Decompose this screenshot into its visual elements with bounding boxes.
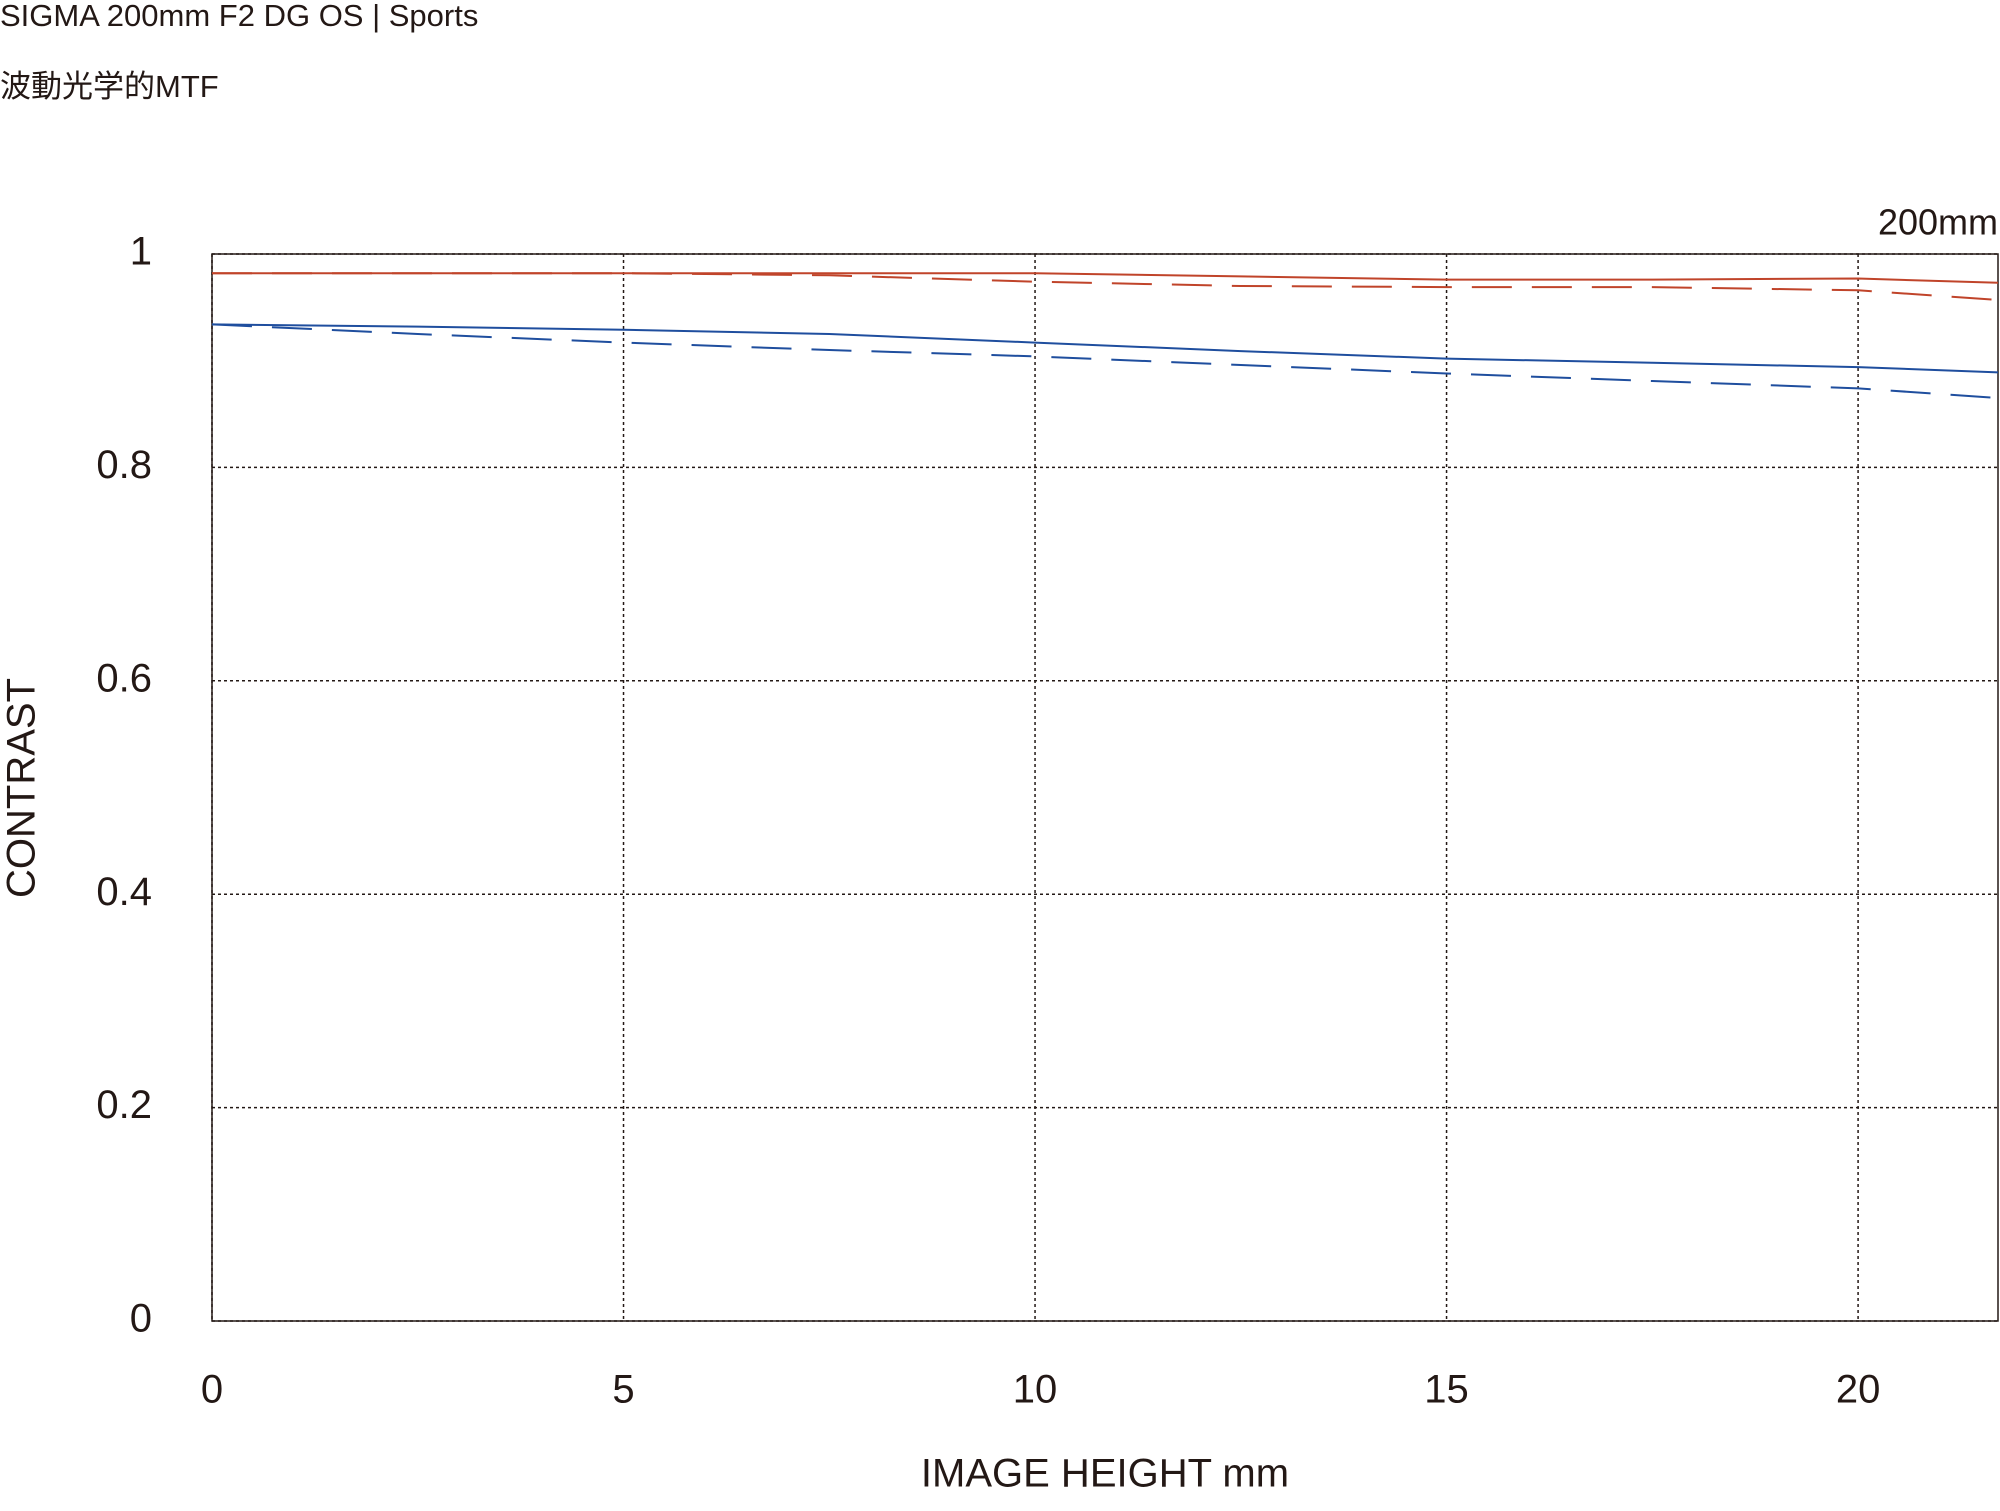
y-tick-label: 0.4 bbox=[96, 870, 152, 914]
x-tick-label: 10 bbox=[1013, 1368, 1058, 1412]
mtf-line bbox=[212, 272, 1999, 284]
x-tick-label: 5 bbox=[612, 1368, 634, 1412]
y-tick-label: 0.8 bbox=[96, 443, 152, 487]
y-axis-label: CONTRAST bbox=[0, 678, 44, 898]
y-tick-label: 0.6 bbox=[96, 656, 152, 700]
x-tick-label: 15 bbox=[1424, 1368, 1469, 1412]
plot-frame bbox=[211, 253, 1999, 1322]
mtf-line bbox=[212, 272, 1999, 301]
chart-title: SIGMA 200mm F2 DG OS | Sports bbox=[0, 0, 478, 33]
y-tick-label: 1 bbox=[130, 230, 152, 274]
x-tick-label: 20 bbox=[1836, 1368, 1881, 1412]
annotation: 200mm bbox=[1878, 202, 1998, 243]
chart-subtitle: 波動光学的MTF bbox=[0, 69, 219, 104]
y-tick-label: 0.2 bbox=[96, 1083, 152, 1127]
mtf-line bbox=[211, 323, 1999, 374]
mtf-line bbox=[211, 323, 1999, 399]
y-tick-label: 0 bbox=[130, 1297, 152, 1341]
x-axis-label: IMAGE HEIGHT mm bbox=[921, 1452, 1289, 1496]
x-tick-label: 0 bbox=[201, 1368, 223, 1412]
